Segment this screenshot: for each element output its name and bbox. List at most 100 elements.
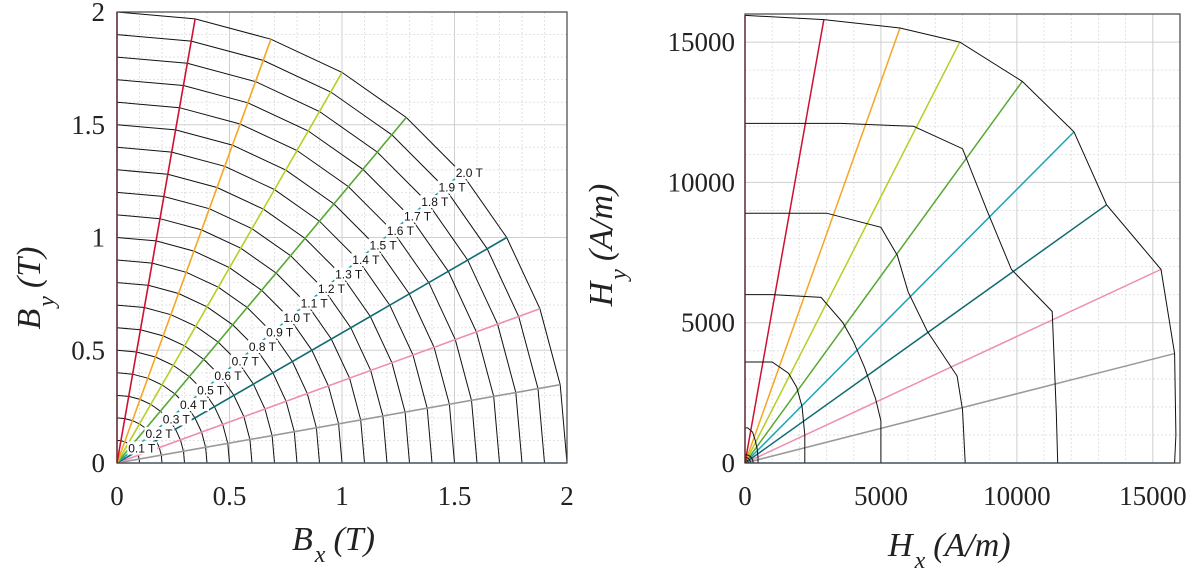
left-contours <box>116 11 568 464</box>
ray-line <box>744 41 961 464</box>
y-tick-label: 0.5 <box>71 335 105 365</box>
x-tick-label: 1 <box>335 481 349 511</box>
left-plot-frame <box>116 11 568 464</box>
level-label: 1.7 T <box>404 210 432 224</box>
ray-line <box>116 38 272 464</box>
level-label-bg <box>196 383 227 397</box>
origin-contour <box>744 454 754 464</box>
left-x-tick-labels: 0 0.5 1 1.5 2 <box>110 481 574 511</box>
level-label-bg <box>213 369 244 383</box>
y-tick-label: 10000 <box>668 167 736 197</box>
level-label: 0.7 T <box>232 355 260 369</box>
level-label: 1.9 T <box>438 181 466 195</box>
left-y-tick-labels: 0 0.5 1 1.5 2 <box>71 0 105 478</box>
x-tick-label: 2 <box>560 481 574 511</box>
x-tick-label: 0.5 <box>213 481 247 511</box>
contour-line <box>116 124 455 464</box>
ray-line <box>744 19 825 464</box>
contour-line <box>116 11 568 464</box>
contour-line <box>116 169 410 464</box>
level-label: 0.2 T <box>145 427 173 441</box>
contour-line <box>116 56 523 464</box>
contour-line <box>116 34 545 464</box>
ray-line <box>744 80 1023 464</box>
level-label-bg <box>282 311 313 325</box>
right-plot-frame <box>744 13 1181 464</box>
ray-line <box>116 18 196 464</box>
level-label-bg <box>144 427 175 441</box>
ray-line <box>744 268 1162 464</box>
contour-line <box>116 214 365 464</box>
level-label-bg <box>127 441 158 455</box>
left-chart: 0.1 T0.2 T0.3 T0.4 T0.5 T0.6 T0.7 T0.8 T… <box>11 0 574 568</box>
left-grid <box>117 12 567 463</box>
ray-line <box>744 352 1175 464</box>
left-level-labels: 0.1 T0.2 T0.3 T0.4 T0.5 T0.6 T0.7 T0.8 T… <box>127 166 485 456</box>
y-tick-label: 2 <box>92 0 106 27</box>
level-label-bg <box>178 398 209 412</box>
level-label-bg <box>299 296 330 310</box>
y-tick-label: 0 <box>92 448 106 478</box>
x-tick-label: 5000 <box>854 481 908 511</box>
level-label: 1.3 T <box>335 268 363 282</box>
ray-line <box>116 383 561 464</box>
level-label-bg <box>437 180 468 194</box>
level-label: 0.4 T <box>180 398 208 412</box>
right-origin-cluster <box>744 454 754 464</box>
level-label: 2.0 T <box>456 166 484 180</box>
level-label: 0.1 T <box>128 442 156 456</box>
x-tick-label: 1.5 <box>438 481 472 511</box>
level-label-bg <box>454 166 485 180</box>
ray-line <box>744 204 1108 464</box>
contour-line <box>745 427 759 463</box>
contour-line <box>116 259 320 464</box>
level-label-bg <box>161 412 192 426</box>
level-label-bg <box>316 282 347 296</box>
level-label: 1.0 T <box>283 311 311 325</box>
left-x-axis-label: Bx (T) <box>292 521 375 568</box>
contour-line <box>116 146 433 464</box>
right-x-axis-label: Hx (A/m) <box>887 527 1011 574</box>
y-tick-label: 1.5 <box>71 110 105 140</box>
level-label-bg <box>385 224 416 238</box>
level-label-bg <box>265 325 296 339</box>
right-x-tick-labels: 0 5000 10000 15000 <box>738 481 1186 511</box>
level-label-bg <box>403 209 434 223</box>
level-label: 0.9 T <box>266 326 294 340</box>
level-label-bg <box>420 195 451 209</box>
contour-line <box>116 191 388 464</box>
x-tick-label: 15000 <box>1119 481 1187 511</box>
level-label: 1.5 T <box>370 239 398 253</box>
contour-line <box>116 237 343 464</box>
contour-line <box>116 304 275 464</box>
ray-line <box>744 131 1075 464</box>
ray-line <box>744 27 901 464</box>
x-tick-label: 10000 <box>983 481 1051 511</box>
origin-contour <box>744 456 751 463</box>
level-label: 1.1 T <box>301 297 329 311</box>
contour-line <box>745 294 882 463</box>
contour-line <box>744 14 1177 464</box>
level-label-bg <box>334 267 365 281</box>
level-label: 0.3 T <box>163 413 191 427</box>
contour-line <box>116 282 298 464</box>
level-label-bg <box>247 340 278 354</box>
origin-contour <box>744 459 749 464</box>
ray-line <box>116 307 541 464</box>
level-label-bg <box>351 253 382 267</box>
level-label-bg <box>368 238 399 252</box>
level-label: 1.4 T <box>352 253 380 267</box>
ray-line <box>116 72 343 464</box>
x-tick-label: 0 <box>738 481 752 511</box>
y-tick-label: 5000 <box>681 308 735 338</box>
contour-line <box>116 327 253 464</box>
level-label: 0.6 T <box>214 369 242 383</box>
level-label: 0.5 T <box>197 384 225 398</box>
y-tick-label: 15000 <box>668 27 736 57</box>
right-contours <box>744 14 1177 464</box>
level-label: 1.6 T <box>387 224 415 238</box>
level-label: 1.8 T <box>421 195 449 209</box>
contour-line <box>745 122 1059 464</box>
